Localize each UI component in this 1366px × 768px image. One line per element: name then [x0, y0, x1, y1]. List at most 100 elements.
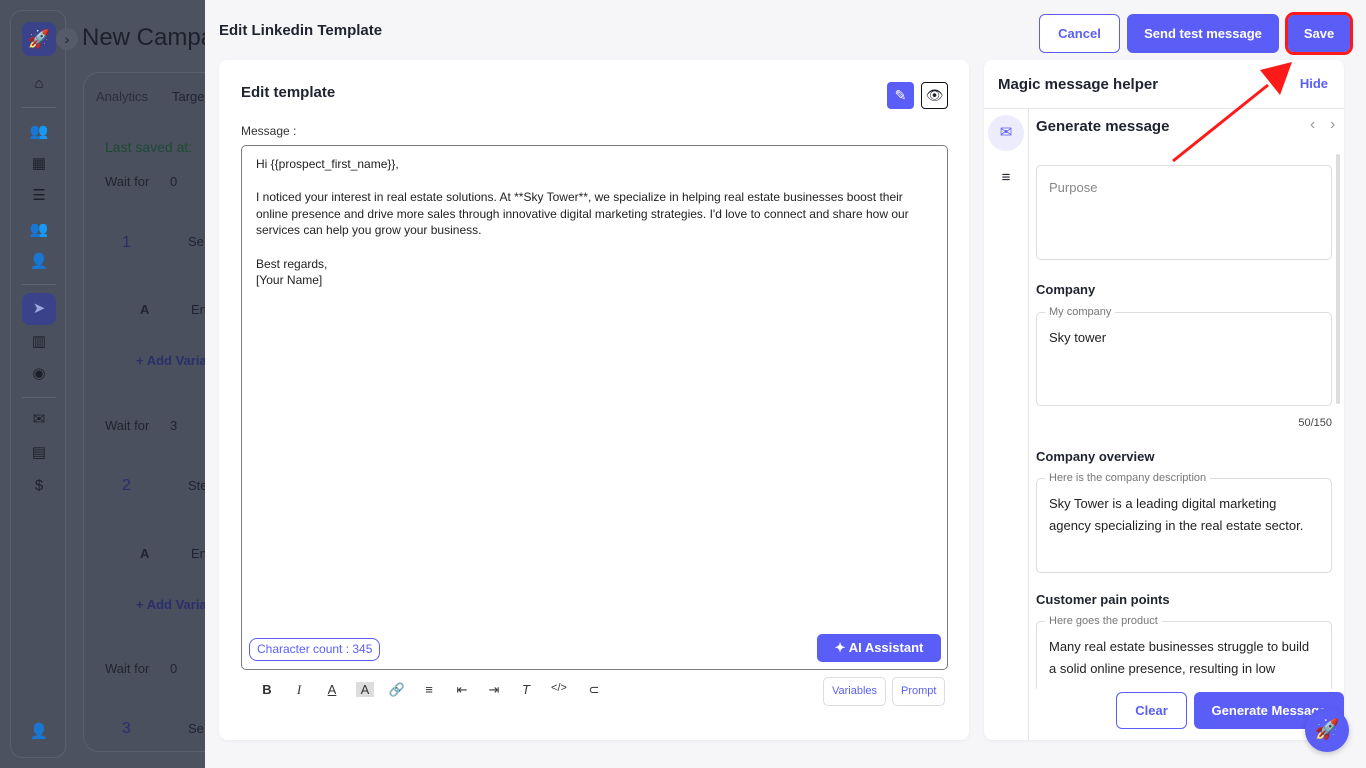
message-line: I noticed your interest in real estate s… [256, 190, 909, 238]
contacts-icon[interactable]: 👥 [29, 123, 49, 140]
list-icon[interactable]: ☰ [32, 187, 46, 204]
clear-format-icon[interactable]: T [522, 682, 530, 697]
italic-icon[interactable]: I [296, 682, 302, 697]
character-count-badge: Character count : 345 [249, 638, 381, 661]
billing-icon[interactable]: $ [34, 477, 44, 494]
variant-letter: A [140, 302, 150, 317]
link-icon[interactable]: 🔗 [388, 682, 406, 697]
tab-analytics[interactable]: Analytics [96, 89, 149, 104]
magic-message-helper: Magic message helper Hide ✉ ≡ Generate m… [984, 60, 1344, 740]
align-icon[interactable]: ≡ [425, 682, 433, 697]
chevron-right-icon[interactable]: › [1330, 116, 1336, 133]
mail-icon[interactable]: ✉ [32, 411, 46, 428]
overview-input[interactable]: Here is the company description Sky Towe… [1036, 471, 1332, 573]
home-icon[interactable]: ⌂ [34, 75, 44, 92]
divider [22, 284, 56, 285]
last-saved: Last saved at: [105, 139, 193, 155]
step-number: 1 [122, 234, 131, 251]
tab-targets[interactable]: Targe [172, 89, 205, 104]
chevron-left-icon[interactable]: ‹ [1310, 116, 1316, 133]
analytics-icon[interactable]: ▥ [31, 333, 47, 350]
wait-label: Wait for [105, 661, 150, 676]
variant-text: En [191, 546, 207, 561]
text-color-icon[interactable]: A [327, 682, 337, 697]
campaign-steps-card [83, 72, 223, 752]
message-line: Hi {{prospect_first_name}}, [256, 157, 399, 171]
section-title: Generate message [1036, 118, 1170, 135]
logo-rocket-icon: 🚀 [22, 22, 56, 56]
editor-card: Edit template ✎ 👁 Message : Hi {{prospec… [219, 60, 969, 740]
pain-points-label: Customer pain points [1036, 592, 1170, 607]
attachment-icon[interactable]: ⊂ [588, 682, 600, 697]
message-line [256, 239, 933, 256]
editor-title: Edit template [241, 84, 336, 101]
campaigns-send-icon[interactable]: ➤ [22, 293, 56, 325]
sidebar [10, 10, 66, 758]
variant-text: En [191, 302, 207, 317]
company-legend: My company [1045, 305, 1116, 319]
overview-label: Company overview [1036, 449, 1155, 464]
cancel-button[interactable]: Cancel [1039, 14, 1120, 53]
team-icon[interactable]: 👥 [29, 221, 49, 238]
message-line: Best regards, [256, 256, 328, 271]
pain-points-legend: Here goes the product [1045, 614, 1162, 628]
pain-points-value: Many real estate businesses struggle to … [1049, 639, 1310, 676]
divider [1028, 108, 1029, 740]
highlight-color-icon[interactable]: A [356, 682, 374, 697]
company-char-counter: 50/150 [1298, 417, 1332, 429]
step-select[interactable]: Se [188, 721, 204, 736]
expand-sidebar-button[interactable]: › [56, 28, 78, 50]
step-select[interactable]: Se [188, 234, 204, 249]
bold-icon[interactable]: B [262, 682, 272, 697]
add-variant-button[interactable]: + Add Varian [136, 597, 215, 612]
message-line [256, 173, 933, 190]
overview-legend: Here is the company description [1045, 471, 1211, 485]
ai-assistant-label: AI Assistant [848, 640, 924, 655]
wait-input[interactable]: 0 [170, 174, 178, 189]
sparkle-icon: ✦ [834, 640, 849, 655]
divider [22, 397, 56, 398]
step-number: 3 [122, 720, 131, 737]
send-test-message-button[interactable]: Send test message [1127, 14, 1279, 53]
code-icon[interactable]: </> [551, 682, 567, 694]
modal-title: Edit Linkedin Template [219, 22, 383, 39]
message-editor[interactable]: Hi {{prospect_first_name}}, I noticed yo… [241, 145, 948, 670]
clear-button[interactable]: Clear [1116, 692, 1187, 729]
add-variant-button[interactable]: + Add Varian [136, 353, 215, 368]
companies-icon[interactable]: ▦ [31, 155, 47, 172]
preview-eye-icon[interactable]: 👁 [921, 82, 948, 109]
wait-input[interactable]: 3 [170, 418, 178, 433]
edit-pencil-icon[interactable]: ✎ [887, 82, 914, 109]
save-button[interactable]: Save [1285, 12, 1353, 55]
step-number: 2 [122, 477, 131, 494]
helper-title: Magic message helper [998, 76, 1159, 93]
indent-icon[interactable]: ⇥ [488, 682, 500, 697]
company-input[interactable]: My company Sky tower [1036, 305, 1332, 406]
divider [984, 108, 1344, 109]
variables-button[interactable]: Variables [823, 677, 887, 706]
outdent-icon[interactable]: ⇤ [456, 682, 468, 697]
ai-assistant-button[interactable]: ✦ AI Assistant [817, 634, 941, 662]
purpose-input[interactable]: Purpose [1036, 165, 1332, 260]
message-line: [Your Name] [256, 273, 323, 288]
wait-label: Wait for [105, 174, 150, 189]
hide-button[interactable]: Hide [1299, 76, 1328, 91]
add-user-icon[interactable]: 👤 [29, 253, 49, 270]
step-select[interactable]: Ste [188, 478, 208, 493]
company-label: Company [1036, 282, 1096, 297]
variant-letter: A [140, 546, 150, 561]
profile-icon[interactable]: ◉ [32, 365, 46, 382]
chat-icon[interactable]: ▤ [31, 444, 47, 461]
pain-points-input[interactable]: Here goes the product Many real estate b… [1036, 614, 1332, 689]
scrollbar[interactable] [1336, 154, 1340, 404]
wait-label: Wait for [105, 418, 150, 433]
company-value: Sky tower [1049, 330, 1107, 345]
edit-notes-tab-icon[interactable]: ≡ [1001, 169, 1011, 186]
prompt-button[interactable]: Prompt [892, 677, 946, 706]
wait-input[interactable]: 0 [170, 661, 178, 676]
campaign-title: New Campa [82, 24, 215, 51]
user-avatar-icon[interactable]: 👤 [29, 723, 49, 740]
rocket-launcher-icon[interactable]: 🚀 [1305, 708, 1349, 752]
message-label: Message : [241, 124, 297, 138]
generate-mail-tab-icon[interactable]: ✉ [988, 115, 1024, 151]
